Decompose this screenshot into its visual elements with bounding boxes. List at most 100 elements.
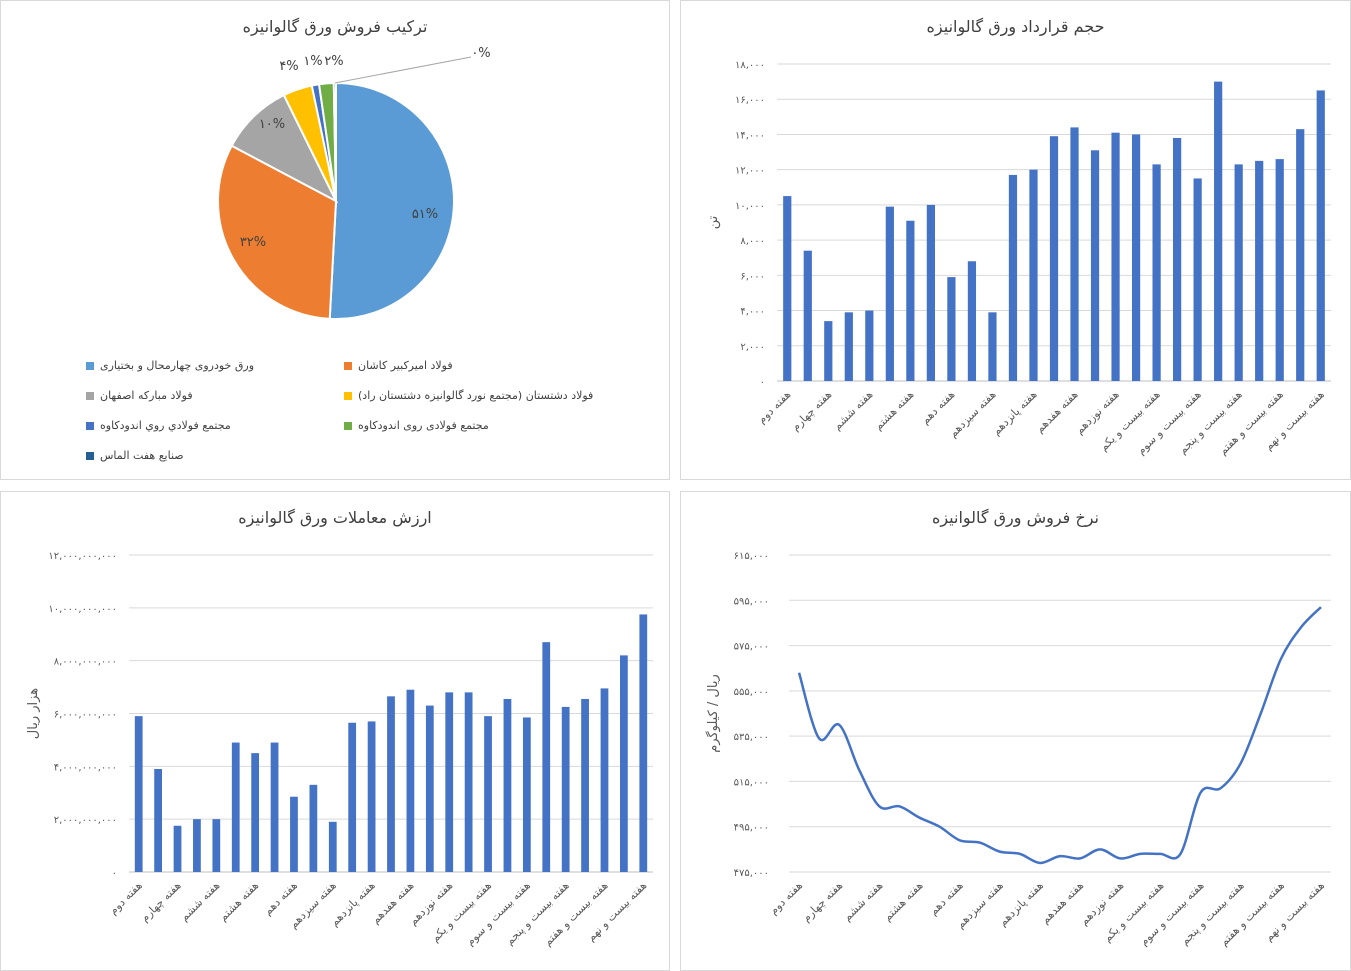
pie-data-label: ۵۱% bbox=[412, 207, 438, 222]
bar bbox=[154, 768, 162, 872]
y-tick-label: ۵۱۵,۰۰۰ bbox=[734, 777, 769, 788]
y-tick-label: ۵۵۵,۰۰۰ bbox=[734, 687, 769, 698]
y-tick-label: ۱۴,۰۰۰ bbox=[735, 130, 765, 141]
bar bbox=[425, 705, 434, 872]
pie-data-label: ۳۲% bbox=[240, 235, 266, 250]
bar bbox=[824, 321, 833, 381]
bar bbox=[387, 696, 395, 872]
bar bbox=[1296, 129, 1305, 381]
y-tick-label: ۵۳۵,۰۰۰ bbox=[734, 732, 769, 743]
legend-swatch bbox=[86, 421, 94, 430]
bar bbox=[484, 716, 492, 872]
bar bbox=[503, 698, 512, 872]
y-tick-label: ۴,۰۰۰,۰۰۰,۰۰۰ bbox=[54, 762, 117, 773]
bar bbox=[1255, 160, 1264, 381]
legend-swatch bbox=[344, 391, 352, 400]
bar bbox=[290, 796, 298, 872]
bar bbox=[134, 716, 143, 872]
legend-label: صنایع هفت الماس bbox=[100, 449, 184, 462]
price-chart-panel: نرخ فروش ورق گالوانیزه ۴۷۵,۰۰۰ ۴۹۵,۰۰۰ ۵۱۵… bbox=[680, 491, 1351, 971]
bar bbox=[212, 819, 221, 872]
y-tick-label: ۴,۰۰۰ bbox=[740, 307, 765, 318]
y-tick-label: ۵۷۵,۰۰۰ bbox=[734, 642, 769, 653]
bar bbox=[1193, 178, 1202, 381]
bar bbox=[328, 821, 337, 872]
x-tick-label: هفته دوم bbox=[107, 879, 145, 917]
bar bbox=[783, 196, 792, 381]
legend-swatch bbox=[344, 361, 352, 370]
bar bbox=[270, 742, 279, 872]
legend-entry: مجتمع فولادی روی اندودکاوه bbox=[344, 419, 489, 432]
y-tick-label: ۲,۰۰۰ bbox=[740, 342, 765, 353]
bar bbox=[1316, 90, 1325, 382]
bar bbox=[445, 692, 454, 872]
bar bbox=[1152, 164, 1161, 381]
bar bbox=[348, 722, 357, 872]
x-tick-label: هفته هشتم bbox=[216, 879, 261, 924]
y-axis-label: تن bbox=[706, 215, 721, 229]
pie-slice bbox=[328, 81, 455, 320]
bar bbox=[967, 261, 977, 381]
bar bbox=[865, 310, 874, 381]
pie-slice bbox=[230, 93, 339, 204]
y-axis-label: ریال / کیلوگرم bbox=[705, 674, 721, 753]
x-tick-label: هفته دوم bbox=[767, 879, 805, 917]
bar bbox=[231, 742, 240, 872]
bar bbox=[1214, 81, 1223, 381]
pie-data-label: ۴% bbox=[279, 59, 298, 74]
y-tick-label: ۶,۰۰۰,۰۰۰,۰۰۰ bbox=[54, 710, 117, 721]
bar bbox=[193, 819, 201, 872]
x-tick-label: هفته دهم bbox=[919, 388, 958, 427]
legend-label: فولاد مبارکه اصفهان bbox=[100, 389, 193, 402]
legend-label: ورق خودروی چهارمحال و بختیاری bbox=[100, 359, 255, 372]
price-chart-title: نرخ فروش ورق گالوانیزه bbox=[931, 508, 1100, 527]
pie-data-label: ۱۰% bbox=[259, 117, 285, 132]
price-line-chart: ۴۷۵,۰۰۰ ۴۹۵,۰۰۰ ۵۱۵,۰۰۰ ۵۳۵,۰۰۰ ۵۵۵,۰۰۰ ۵۷۵,۰… bbox=[705, 551, 1331, 949]
pie-chart-panel: ترکیب فروش ورق گالوانیزه ۵۱% ۳۲% ۱۰% ۴% ۱% ۲%… bbox=[0, 0, 670, 480]
legend-label: مجتمع فولادی روی اندودکاوه bbox=[358, 419, 489, 432]
legend-entry: ورق خودروی چهارمحال و بختیاری bbox=[86, 359, 254, 372]
value-bar-chart: ۰ ۲,۰۰۰,۰۰۰,۰۰۰ ۴,۰۰۰,۰۰۰,۰۰۰ ۶,۰۰۰,۰۰۰,۰۰۰… bbox=[26, 551, 653, 949]
y-tick-label: ۱۲,۰۰۰ bbox=[735, 166, 765, 177]
y-axis-label: هزار ریال bbox=[26, 688, 41, 739]
legend-entry: فولاد مبارکه اصفهان bbox=[86, 389, 193, 402]
y-tick-label: ۴۹۵,۰۰۰ bbox=[734, 823, 769, 834]
y-tick-label: ۱۶,۰۰۰ bbox=[735, 95, 765, 106]
x-tick-label: هفته ششم bbox=[831, 388, 876, 433]
bar bbox=[1090, 150, 1100, 381]
y-tick-label: ۸,۰۰۰,۰۰۰,۰۰۰ bbox=[54, 657, 117, 668]
bar bbox=[1131, 134, 1141, 381]
y-tick-label: ۰ bbox=[760, 377, 765, 388]
pie-data-label: ۱% bbox=[303, 54, 322, 69]
bar bbox=[926, 204, 935, 381]
bar bbox=[803, 250, 812, 381]
y-tick-label: ۰ bbox=[112, 868, 117, 879]
y-tick-label: ۱۸,۰۰۰ bbox=[735, 60, 765, 71]
legend-entry: صنایع هفت الماس bbox=[86, 449, 184, 462]
bar bbox=[1008, 174, 1018, 381]
y-tick-label: ۱۰,۰۰۰ bbox=[735, 201, 765, 212]
pie-chart: ۵۱% ۳۲% ۱۰% ۴% ۱% ۲% ۰% bbox=[217, 46, 491, 320]
bar bbox=[600, 688, 609, 872]
y-tick-label: ۶۱۵,۰۰۰ bbox=[734, 551, 769, 562]
x-tick-label: هفته دهم bbox=[927, 879, 966, 918]
x-tick-label: هفته ششم bbox=[841, 879, 886, 924]
bar bbox=[1173, 137, 1182, 381]
legend-entry: فولاد دشتستان (مجتمع نورد گالوانیزه دشتس… bbox=[344, 389, 593, 402]
bar bbox=[1049, 136, 1059, 381]
legend-swatch bbox=[86, 391, 94, 400]
y-tick-label: ۵۹۵,۰۰۰ bbox=[734, 596, 769, 607]
x-tick-label: هفته دهم bbox=[261, 879, 300, 918]
bar bbox=[844, 312, 853, 381]
y-tick-label: ۲,۰۰۰,۰۰۰,۰۰۰ bbox=[54, 815, 117, 826]
x-tick-label: هفته چهارم bbox=[800, 879, 846, 925]
volume-bar-chart: ۰ ۲,۰۰۰ ۴,۰۰۰ ۶,۰۰۰ ۸,۰۰۰ ۱۰,۰۰۰ ۱۲,۰۰۰ ۱۴,۰۰۰ ۱… bbox=[706, 60, 1331, 458]
bar bbox=[173, 825, 182, 872]
bar bbox=[581, 698, 589, 872]
bar bbox=[906, 220, 915, 381]
bar bbox=[542, 642, 551, 872]
bar bbox=[988, 312, 997, 381]
bar bbox=[1275, 159, 1284, 381]
legend-label: فولاد امیرکبیر کاشان bbox=[358, 359, 453, 372]
pie-chart-title: ترکیب فروش ورق گالوانیزه bbox=[242, 17, 428, 36]
